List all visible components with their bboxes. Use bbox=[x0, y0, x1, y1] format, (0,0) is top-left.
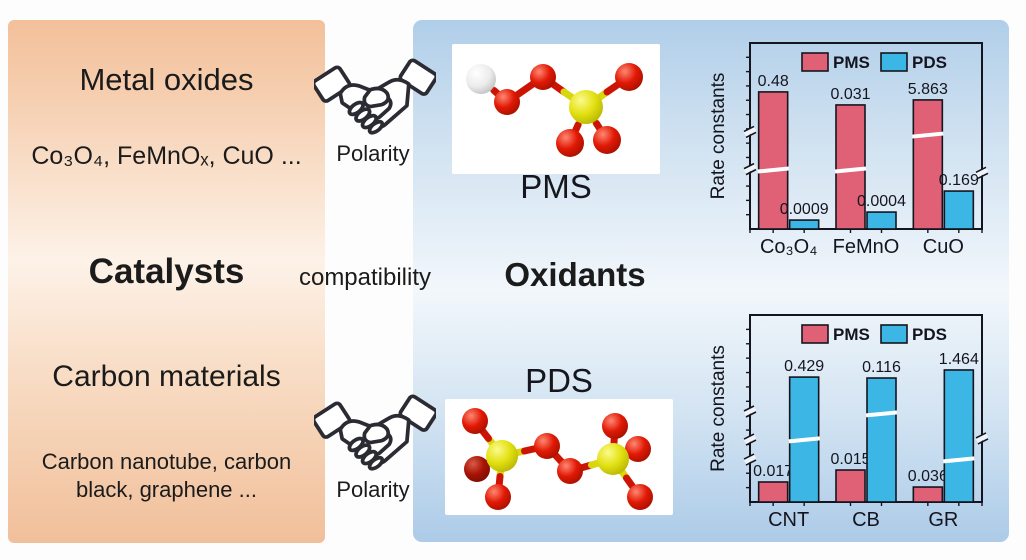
svg-text:0.429: 0.429 bbox=[784, 358, 824, 375]
svg-text:Rate constants: Rate constants bbox=[708, 345, 729, 472]
svg-text:PDS: PDS bbox=[912, 325, 947, 344]
compatibility-label: compatibility bbox=[298, 264, 432, 291]
handshake-icon bbox=[311, 390, 439, 487]
svg-text:CNT: CNT bbox=[768, 509, 809, 531]
oxidants-title: Oxidants bbox=[504, 256, 646, 293]
svg-text:1.464: 1.464 bbox=[939, 351, 979, 368]
rate-constants-chart-carbon-materials: 0.017 0.429 CNT 0.015 0.116 CB 0.036 1.464 GR PMS… bbox=[708, 314, 989, 531]
svg-text:CuO: CuO bbox=[923, 236, 964, 258]
handshake-icon bbox=[311, 54, 439, 151]
svg-text:PMS: PMS bbox=[833, 325, 870, 344]
svg-text:0.0009: 0.0009 bbox=[780, 201, 829, 218]
svg-text:Rate constants: Rate constants bbox=[708, 73, 729, 200]
polarity-label-bottom: Polarity bbox=[336, 477, 410, 502]
catalysts-title: Catalysts bbox=[88, 252, 245, 291]
svg-text:0.48: 0.48 bbox=[758, 73, 789, 90]
pms-label: PMS bbox=[520, 168, 592, 205]
svg-text:0.015: 0.015 bbox=[830, 451, 870, 468]
svg-text:0.031: 0.031 bbox=[830, 86, 870, 103]
svg-text:0.169: 0.169 bbox=[939, 172, 979, 189]
metal-oxides-title: Metal oxides bbox=[79, 62, 254, 97]
svg-text:PDS: PDS bbox=[912, 53, 947, 72]
metal-oxides-examples: Co₃O₄, FeMnOₓ, CuO ... bbox=[31, 142, 302, 170]
carbon-materials-examples: Carbon nanotube, carbon black, graphene … bbox=[8, 448, 325, 504]
carbon-materials-examples-line2: black, graphene ... bbox=[75, 477, 257, 502]
carbon-materials-title: Carbon materials bbox=[52, 360, 281, 393]
svg-text:PMS: PMS bbox=[833, 53, 870, 72]
svg-text:Co₃O₄: Co₃O₄ bbox=[760, 236, 817, 258]
carbon-materials-examples-line1: Carbon nanotube, carbon bbox=[41, 449, 292, 474]
svg-text:CB: CB bbox=[852, 509, 880, 531]
pds-label: PDS bbox=[525, 362, 593, 399]
svg-text:FeMnO: FeMnO bbox=[833, 236, 900, 258]
svg-text:0.0004: 0.0004 bbox=[857, 193, 906, 210]
svg-text:5.863: 5.863 bbox=[908, 81, 948, 98]
pms-molecule-image bbox=[452, 44, 660, 174]
svg-text:0.036: 0.036 bbox=[908, 468, 948, 485]
svg-text:GR: GR bbox=[928, 509, 958, 531]
polarity-label-top: Polarity bbox=[336, 141, 410, 166]
rate-constants-chart-metal-oxides: 0.48 0.0009 Co₃O₄ 0.031 0.0004 FeMnO 5.863 0.16… bbox=[708, 42, 989, 258]
pds-molecule-image bbox=[445, 399, 673, 515]
svg-text:0.116: 0.116 bbox=[862, 359, 901, 376]
svg-text:0.017: 0.017 bbox=[753, 463, 793, 480]
catalysts-panel bbox=[8, 20, 325, 543]
